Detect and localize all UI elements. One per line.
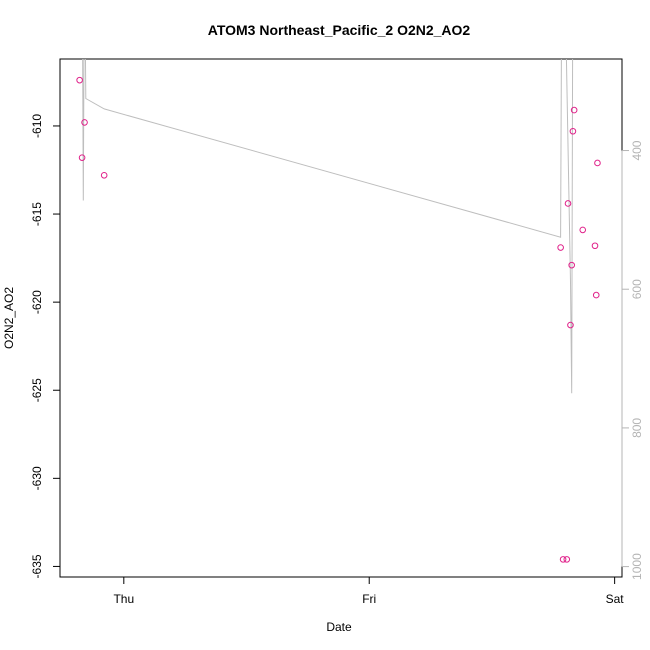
data-point — [579, 226, 587, 234]
y-tick-label: -625 — [30, 378, 44, 402]
y-tick-label: -635 — [30, 554, 44, 578]
data-point — [564, 200, 572, 207]
x-tick-label: Fri — [362, 592, 376, 606]
data-point — [559, 556, 567, 563]
data-point — [563, 556, 571, 563]
chart-title: ATOM3 Northeast_Pacific_2 O2N2_AO2 — [208, 22, 471, 38]
y-axis-label: O2N2_AO2 — [2, 287, 16, 349]
x-tick-label: Thu — [113, 592, 134, 606]
series-line — [82, 59, 574, 394]
y-tick-label: -630 — [30, 466, 44, 490]
data-point — [591, 242, 599, 250]
data-point — [78, 154, 86, 161]
y2-tick-label: 800 — [630, 418, 644, 438]
data-point — [567, 321, 574, 329]
y-tick-label: -620 — [30, 290, 44, 314]
data-point — [568, 261, 575, 269]
y2-axis: 400 600 800 1000 — [621, 140, 644, 580]
data-point — [76, 76, 83, 84]
y-tick-label: -615 — [30, 202, 44, 226]
data-point — [570, 106, 578, 114]
data-point — [592, 291, 600, 299]
y-tick-label: -610 — [30, 114, 44, 138]
line-series — [82, 59, 574, 394]
x-tick-label: Sat — [606, 592, 625, 606]
y-axis: -635 -630 -625 -620 -615 -610 — [30, 114, 61, 578]
data-point — [594, 159, 601, 167]
y2-tick-label: 1000 — [630, 553, 644, 580]
y2-tick-label: 600 — [630, 279, 644, 299]
data-point — [100, 171, 108, 179]
x-axis: Thu Fri Sat — [113, 576, 625, 606]
plot-area — [59, 58, 623, 578]
point-series — [76, 76, 601, 563]
y2-tick-label: 400 — [630, 140, 644, 160]
data-point — [557, 244, 564, 251]
data-point — [569, 127, 577, 135]
x-axis-label: Date — [326, 620, 352, 634]
data-point — [81, 119, 88, 126]
